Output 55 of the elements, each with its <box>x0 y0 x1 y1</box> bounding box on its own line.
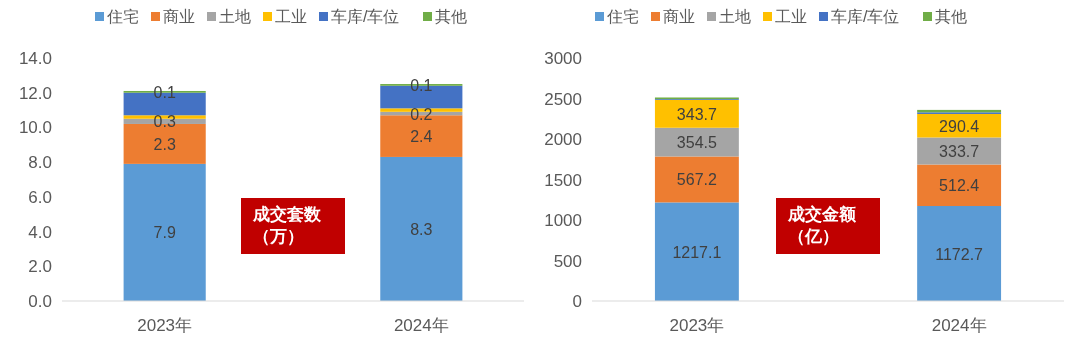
legend-label: 商业 <box>163 8 195 25</box>
x-tick-label: 2024年 <box>393 316 449 335</box>
data-label: 8.3 <box>410 220 433 238</box>
bar <box>654 202 739 301</box>
bar <box>654 156 739 203</box>
data-label: 343.7 <box>676 105 718 123</box>
x-tick-label: 2024年 <box>931 316 987 335</box>
legend-label: 车库/车位 <box>331 8 400 25</box>
data-label: 354.5 <box>676 134 718 152</box>
data-label: 333.7 <box>939 142 980 160</box>
y-tick-label: 10.0 <box>18 118 52 138</box>
annotation: 成交金额（亿） <box>787 205 857 246</box>
y-tick-label: 0 <box>572 292 582 311</box>
legend-label: 住宅 <box>106 8 139 25</box>
y-tick-label: 6.0 <box>28 187 52 207</box>
legend-label: 土地 <box>219 8 251 25</box>
data-label: 1172.7 <box>935 245 984 263</box>
data-label: 567.2 <box>676 171 718 189</box>
annotation: 成交套数（万） <box>252 205 322 246</box>
data-label: 0.1 <box>153 83 176 101</box>
y-tick-label: 12.0 <box>18 83 52 103</box>
legend-label: 车库/车位 <box>831 8 900 25</box>
bar <box>917 206 1002 301</box>
y-tick-label: 14.0 <box>18 49 52 68</box>
data-label: 1217.1 <box>672 243 722 261</box>
y-tick-label: 1000 <box>544 211 582 230</box>
bar <box>917 137 1002 165</box>
x-tick-label: 2023年 <box>669 316 725 335</box>
bar <box>380 156 463 301</box>
data-label: 512.4 <box>939 177 980 195</box>
data-label: 2.4 <box>410 128 433 146</box>
data-label: 2.3 <box>153 135 176 153</box>
legend-label: 其他 <box>435 8 467 25</box>
bar <box>654 99 739 128</box>
legend-label: 住宅 <box>606 8 639 25</box>
bar <box>123 163 206 301</box>
data-label: 290.4 <box>939 117 980 135</box>
legend-label: 工业 <box>275 8 307 25</box>
y-tick-label: 2000 <box>544 130 582 149</box>
data-label: 0.1 <box>410 76 433 94</box>
y-tick-label: 1500 <box>544 170 582 190</box>
legend-label: 土地 <box>719 8 751 25</box>
x-tick-label: 2023年 <box>137 316 193 335</box>
y-tick-label: 4.0 <box>28 222 52 242</box>
y-tick-label: 3000 <box>544 49 582 68</box>
data-label: 7.9 <box>153 224 176 242</box>
legend-label: 工业 <box>775 8 807 25</box>
y-tick-label: 0.0 <box>28 292 52 311</box>
y-tick-label: 2.0 <box>28 257 52 277</box>
y-tick-label: 2500 <box>544 89 582 109</box>
legend-label: 商业 <box>663 8 695 25</box>
y-tick-label: 500 <box>553 251 582 271</box>
legend-label: 其他 <box>935 8 967 25</box>
bar <box>917 164 1002 207</box>
y-tick-label: 8.0 <box>28 153 52 173</box>
